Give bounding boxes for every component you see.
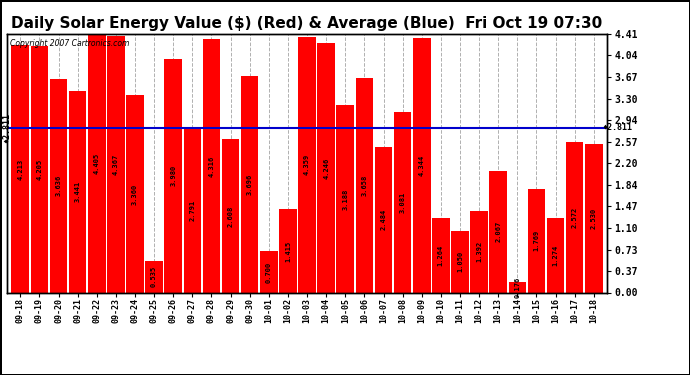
Bar bbox=[528, 189, 545, 292]
Bar bbox=[489, 171, 507, 292]
Text: 0.176: 0.176 bbox=[514, 277, 520, 298]
Bar bbox=[107, 36, 125, 292]
Text: 4.344: 4.344 bbox=[419, 154, 425, 176]
Text: 2.530: 2.530 bbox=[591, 208, 597, 229]
Text: ♦2.811: ♦2.811 bbox=[602, 123, 633, 132]
Bar bbox=[509, 282, 526, 292]
Bar bbox=[337, 105, 354, 292]
Text: 3.980: 3.980 bbox=[170, 165, 176, 186]
Text: 3.696: 3.696 bbox=[247, 174, 253, 195]
Bar bbox=[451, 231, 469, 292]
Text: 2.791: 2.791 bbox=[189, 200, 195, 221]
Bar bbox=[126, 95, 144, 292]
Text: 3.636: 3.636 bbox=[55, 175, 61, 196]
Text: 1.769: 1.769 bbox=[533, 230, 540, 251]
Title: Daily Solar Energy Value ($) (Red) & Average (Blue)  Fri Oct 19 07:30: Daily Solar Energy Value ($) (Red) & Ave… bbox=[12, 16, 602, 31]
Bar bbox=[546, 218, 564, 292]
Text: 4.405: 4.405 bbox=[94, 153, 100, 174]
Bar bbox=[184, 129, 201, 292]
Text: 3.081: 3.081 bbox=[400, 192, 406, 213]
Text: Copyright 2007 Cartronics.com: Copyright 2007 Cartronics.com bbox=[10, 39, 129, 48]
Text: 1.274: 1.274 bbox=[553, 244, 559, 266]
Bar bbox=[260, 251, 277, 292]
Text: 1.415: 1.415 bbox=[285, 240, 291, 262]
Text: 1.264: 1.264 bbox=[438, 245, 444, 266]
Bar bbox=[203, 39, 220, 292]
Bar bbox=[394, 112, 411, 292]
Bar bbox=[69, 91, 86, 292]
Text: 3.441: 3.441 bbox=[75, 181, 81, 202]
Text: 4.367: 4.367 bbox=[113, 154, 119, 175]
Bar bbox=[471, 211, 488, 292]
Bar bbox=[375, 147, 393, 292]
Bar bbox=[50, 79, 68, 292]
Text: 1.050: 1.050 bbox=[457, 251, 463, 272]
Bar bbox=[585, 144, 602, 292]
Text: 4.359: 4.359 bbox=[304, 154, 310, 175]
Bar bbox=[279, 210, 297, 292]
Bar bbox=[146, 261, 163, 292]
Bar bbox=[432, 218, 450, 292]
Text: 4.246: 4.246 bbox=[323, 157, 329, 178]
Text: 4.205: 4.205 bbox=[37, 159, 42, 180]
Text: 4.316: 4.316 bbox=[208, 155, 215, 177]
Text: 2.608: 2.608 bbox=[228, 206, 234, 226]
Text: 0.700: 0.700 bbox=[266, 261, 272, 283]
Bar bbox=[12, 45, 29, 292]
Bar bbox=[241, 76, 259, 292]
Text: 3.658: 3.658 bbox=[362, 174, 367, 196]
Text: 3.188: 3.188 bbox=[342, 188, 348, 210]
Text: 2.067: 2.067 bbox=[495, 221, 501, 243]
Text: 2.484: 2.484 bbox=[380, 209, 386, 230]
Text: 0.535: 0.535 bbox=[151, 266, 157, 287]
Bar bbox=[413, 38, 431, 292]
Bar bbox=[355, 78, 373, 292]
Bar bbox=[221, 140, 239, 292]
Bar bbox=[88, 34, 106, 292]
Text: 2.572: 2.572 bbox=[572, 206, 578, 228]
Bar bbox=[30, 46, 48, 292]
Text: ♦2.811: ♦2.811 bbox=[3, 112, 12, 142]
Text: 4.213: 4.213 bbox=[17, 158, 23, 180]
Text: 3.360: 3.360 bbox=[132, 183, 138, 204]
Bar bbox=[164, 59, 182, 292]
Text: 1.392: 1.392 bbox=[476, 241, 482, 262]
Bar bbox=[298, 37, 316, 292]
Bar bbox=[317, 44, 335, 292]
Bar bbox=[566, 142, 584, 292]
